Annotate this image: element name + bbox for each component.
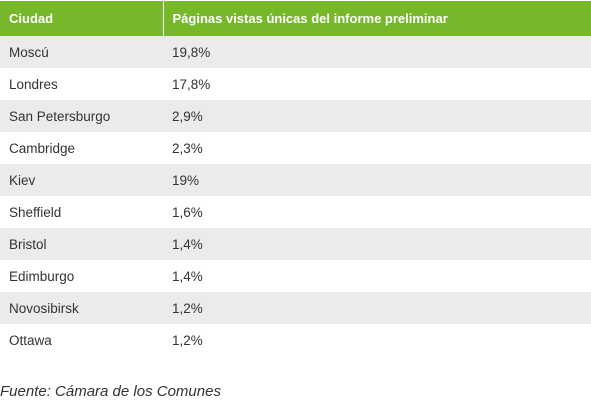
views-cell: 2,9%: [163, 100, 591, 132]
table-row: Edimburgo 1,4%: [0, 260, 591, 292]
city-views-table: Ciudad Páginas vistas únicas del informe…: [0, 1, 591, 356]
views-cell: 1,6%: [163, 196, 591, 228]
views-cell: 1,4%: [163, 260, 591, 292]
views-cell: 19,8%: [163, 36, 591, 68]
source-caption: Fuente: Cámara de los Comunes: [0, 383, 221, 400]
city-cell: Novosibirsk: [0, 292, 163, 324]
table-row: Moscú 19,8%: [0, 36, 591, 68]
views-cell: 19%: [163, 164, 591, 196]
city-cell: Bristol: [0, 228, 163, 260]
views-cell: 2,3%: [163, 132, 591, 164]
city-cell: Moscú: [0, 36, 163, 68]
header-row: Ciudad Páginas vistas únicas del informe…: [0, 1, 591, 36]
table-row: Londres 17,8%: [0, 68, 591, 100]
city-cell: Sheffield: [0, 196, 163, 228]
city-cell: Londres: [0, 68, 163, 100]
table-row: San Petersburgo 2,9%: [0, 100, 591, 132]
views-cell: 1,2%: [163, 292, 591, 324]
city-cell: Cambridge: [0, 132, 163, 164]
city-cell: Ottawa: [0, 324, 163, 356]
views-cell: 1,2%: [163, 324, 591, 356]
data-table-container: Ciudad Páginas vistas únicas del informe…: [0, 1, 591, 356]
table-row: Ottawa 1,2%: [0, 324, 591, 356]
column-header-city: Ciudad: [0, 1, 164, 36]
table-row: Sheffield 1,6%: [0, 196, 591, 228]
table-row: Kiev 19%: [0, 164, 591, 196]
city-cell: Edimburgo: [0, 260, 163, 292]
table-header: Ciudad Páginas vistas únicas del informe…: [0, 1, 591, 36]
views-cell: 1,4%: [163, 228, 591, 260]
views-cell: 17,8%: [163, 68, 591, 100]
column-header-views: Páginas vistas únicas del informe prelim…: [163, 1, 591, 36]
table-body: Moscú 19,8% Londres 17,8% San Petersburg…: [0, 36, 591, 356]
table-row: Cambridge 2,3%: [0, 132, 591, 164]
city-cell: San Petersburgo: [0, 100, 163, 132]
table-row: Novosibirsk 1,2%: [0, 292, 591, 324]
city-cell: Kiev: [0, 164, 163, 196]
table-row: Bristol 1,4%: [0, 228, 591, 260]
